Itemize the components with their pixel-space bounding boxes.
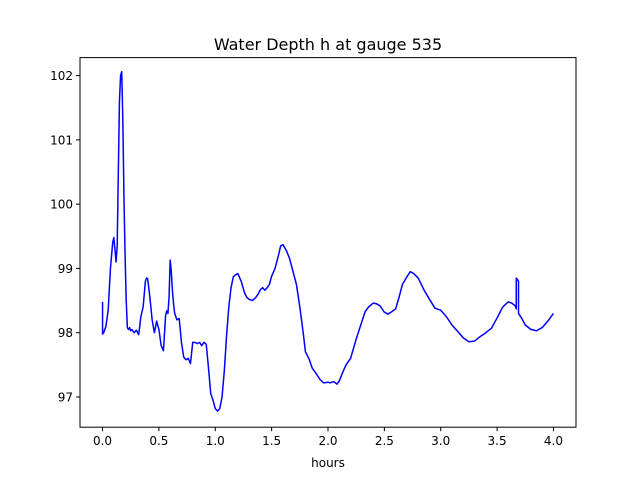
x-tick-label: 2.5 [375,434,394,448]
x-tick-label: 0.0 [93,434,112,448]
x-tick-label: 1.5 [262,434,281,448]
x-tick-label: 2.0 [318,434,337,448]
y-axis-ticks: 97 98 99 100 101 102 [50,69,80,404]
y-tick-label: 102 [50,69,73,83]
x-axis-ticks: 0.0 0.5 1.0 1.5 2.0 2.5 3.0 3.5 4.0 [93,427,563,448]
x-tick-label: 1.0 [206,434,225,448]
x-axis-label: hours [311,456,345,470]
chart-title: Water Depth h at gauge 535 [214,35,442,54]
y-tick-label: 101 [50,133,73,147]
x-tick-label: 4.0 [544,434,563,448]
series-layer [101,70,555,412]
series-line-0 [101,70,555,412]
x-tick-label: 3.0 [431,434,450,448]
y-tick-label: 97 [58,390,73,404]
y-tick-label: 98 [58,326,73,340]
y-tick-label: 99 [58,262,73,276]
y-tick-label: 100 [50,198,73,212]
x-tick-label: 0.5 [149,434,168,448]
x-tick-label: 3.5 [488,434,507,448]
